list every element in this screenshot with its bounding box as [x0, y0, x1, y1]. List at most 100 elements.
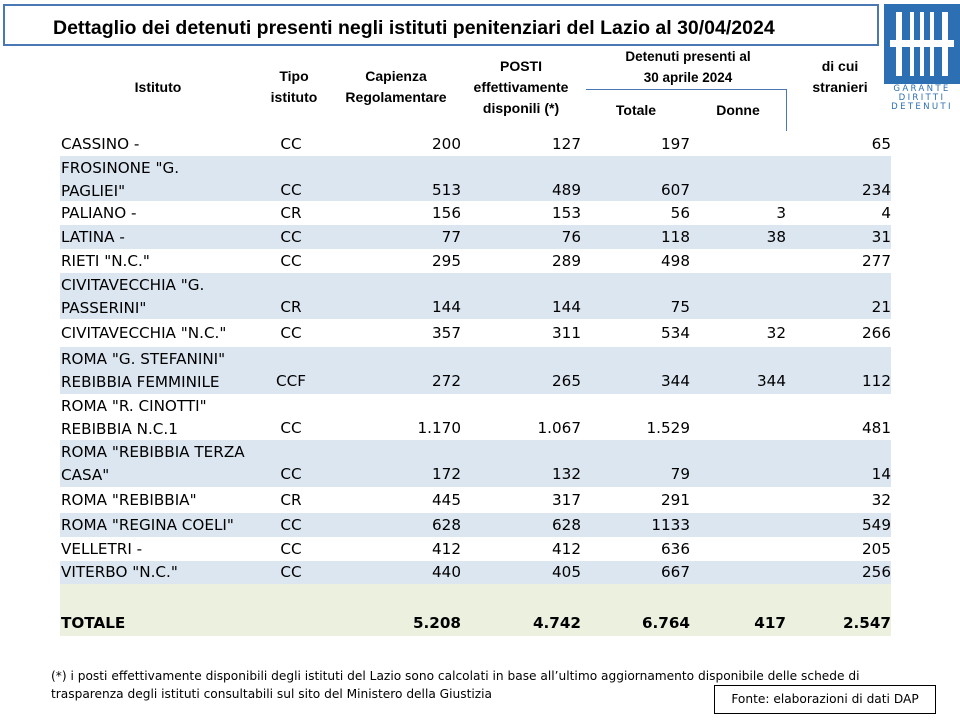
cell-capienza: 412 — [432, 540, 461, 558]
cell-tipo: CC — [280, 228, 302, 246]
table-row: ROMA "REGINA COELI" CC 628 628 1133 549 — [60, 513, 891, 537]
cell-tipo: CR — [280, 491, 302, 509]
cell-donne: 3 — [776, 204, 786, 222]
cell-posti: 76 — [561, 228, 581, 246]
cell-totale: 498 — [661, 252, 690, 270]
cell-istituto: TOTALE — [61, 614, 126, 632]
header-posti-line2: effettivamente — [473, 79, 569, 95]
table-row: PALIANO - CR 156 153 56 3 4 — [60, 201, 891, 225]
table-row: CIVITAVECCHIA "G. PASSERINI" CR 144 144 … — [60, 273, 891, 319]
cell-posti: 127 — [552, 135, 581, 153]
cell-istituto: ROMA "REBIBBIA TERZA CASA" — [61, 443, 245, 484]
cell-istituto: CASSINO - — [61, 135, 140, 153]
table-row: CASSINO - CC 200 127 197 65 — [60, 133, 891, 156]
cell-totale: 534 — [661, 324, 690, 342]
footnote: (*) i posti effettivamente disponibili d… — [51, 669, 860, 701]
cell-stranieri: 549 — [862, 516, 891, 534]
cell-posti: 265 — [552, 372, 581, 390]
cell-capienza: 172 — [432, 465, 461, 483]
cell-capienza: 295 — [432, 252, 461, 270]
cell-tipo: CC — [280, 252, 302, 270]
cell-posti: 289 — [552, 252, 581, 270]
cell-donne: 38 — [766, 228, 786, 246]
cell-totale: 291 — [661, 491, 690, 509]
cell-stranieri: 234 — [862, 181, 891, 199]
cell-totale: 79 — [670, 465, 690, 483]
table-row: ROMA "REBIBBIA" CR 445 317 291 32 — [60, 487, 891, 513]
source-box: Fonte: elaborazioni di dati DAP — [714, 685, 936, 714]
cell-posti: 317 — [552, 491, 581, 509]
header-capienza-line2: Regolamentare — [345, 89, 447, 105]
cell-istituto: FROSINONE "G. PAGLIEI" — [61, 159, 180, 200]
cell-istituto: CIVITAVECCHIA "G. PASSERINI" — [61, 276, 205, 317]
cell-stranieri: 112 — [862, 372, 891, 390]
cell-stranieri: 2.547 — [842, 614, 891, 632]
header-stranieri: di cui stranieri — [788, 56, 892, 98]
cell-totale: 667 — [661, 563, 690, 581]
logo-emblem-icon — [884, 4, 960, 84]
table-row: FROSINONE "G. PAGLIEI" CC 513 489 607 23… — [60, 156, 891, 201]
cell-totale: 607 — [661, 181, 690, 199]
header-stranieri-line2: stranieri — [812, 79, 868, 95]
cell-capienza: 513 — [432, 181, 461, 199]
cell-stranieri: 481 — [862, 419, 891, 437]
garante-logo: GARANTE DIRITTI DETENUTI — [884, 4, 960, 112]
cell-stranieri: 21 — [871, 298, 891, 316]
cell-totale: 1.529 — [646, 419, 690, 437]
cell-capienza: 445 — [432, 491, 461, 509]
cell-posti: 311 — [552, 324, 581, 342]
cell-capienza: 5.208 — [412, 614, 461, 632]
header-tipo: Tipo istituto — [256, 66, 332, 108]
cell-capienza: 440 — [432, 563, 461, 581]
total-row: TOTALE 5.208 4.742 6.764 417 2.547 — [60, 584, 891, 636]
cell-tipo: CC — [280, 540, 302, 558]
cell-capienza: 1.170 — [417, 419, 461, 437]
header-vertical-divider — [786, 89, 787, 131]
cell-donne: 344 — [757, 372, 786, 390]
cell-tipo: CC — [280, 563, 302, 581]
table-row: VELLETRI - CC 412 412 636 205 — [60, 537, 891, 561]
table-row: ROMA "R. CINOTTI" REBIBBIA N.C.1 CC 1.17… — [60, 394, 891, 440]
cell-capienza: 77 — [441, 228, 461, 246]
header-donne: Donne — [716, 102, 760, 118]
header-detenuti-line2: 30 aprile 2024 — [643, 70, 733, 85]
header-tipo-line1: Tipo — [279, 68, 309, 84]
cell-tipo: CCF — [276, 372, 306, 390]
header-posti: POSTI effettivamente disponili (*) — [456, 56, 586, 119]
cell-posti: 489 — [552, 181, 581, 199]
table-row: CIVITAVECCHIA "N.C." CC 357 311 534 32 2… — [60, 319, 891, 347]
cell-tipo: CC — [280, 181, 302, 199]
table-row: ROMA "G. STEFANINI" REBIBBIA FEMMINILE C… — [60, 347, 891, 394]
header-posti-line1: POSTI — [499, 58, 542, 74]
cell-stranieri: 266 — [862, 324, 891, 342]
header-capienza-line1: Capienza — [365, 68, 427, 84]
cell-posti: 4.742 — [532, 614, 581, 632]
cell-capienza: 272 — [432, 372, 461, 390]
header-stranieri-line1: di cui — [821, 58, 859, 74]
cell-totale: 1133 — [651, 516, 690, 534]
logo-text-1: GARANTE — [893, 84, 951, 94]
header-posti-line3: disponili (*) — [482, 100, 560, 116]
cell-istituto: ROMA "G. STEFANINI" REBIBBIA FEMMINILE — [61, 350, 226, 391]
cell-totale: 344 — [661, 372, 690, 390]
cell-posti: 628 — [552, 516, 581, 534]
title-box: Dettaglio dei detenuti presenti negli is… — [3, 4, 879, 46]
cell-istituto: VELLETRI - — [61, 540, 143, 558]
cell-donne: 417 — [754, 614, 786, 632]
cell-istituto: VITERBO "N.C." — [61, 563, 178, 581]
cell-tipo: CC — [280, 465, 302, 483]
header-detenuti-group: Detenuti presenti al 30 aprile 2024 — [590, 46, 786, 88]
cell-capienza: 200 — [432, 135, 461, 153]
page-title: Dettaglio dei detenuti presenti negli is… — [53, 17, 775, 39]
cell-capienza: 628 — [432, 516, 461, 534]
cell-stranieri: 205 — [862, 540, 891, 558]
cell-tipo: CC — [280, 516, 302, 534]
cell-stranieri: 65 — [871, 135, 891, 153]
cell-totale: 6.764 — [641, 614, 690, 632]
cell-stranieri: 277 — [862, 252, 891, 270]
cell-stranieri: 14 — [871, 465, 891, 483]
cell-posti: 412 — [552, 540, 581, 558]
header-group-divider — [586, 89, 786, 90]
cell-istituto: ROMA "R. CINOTTI" REBIBBIA N.C.1 — [61, 397, 207, 438]
table-row: RIETI "N.C." CC 295 289 498 277 — [60, 249, 891, 273]
